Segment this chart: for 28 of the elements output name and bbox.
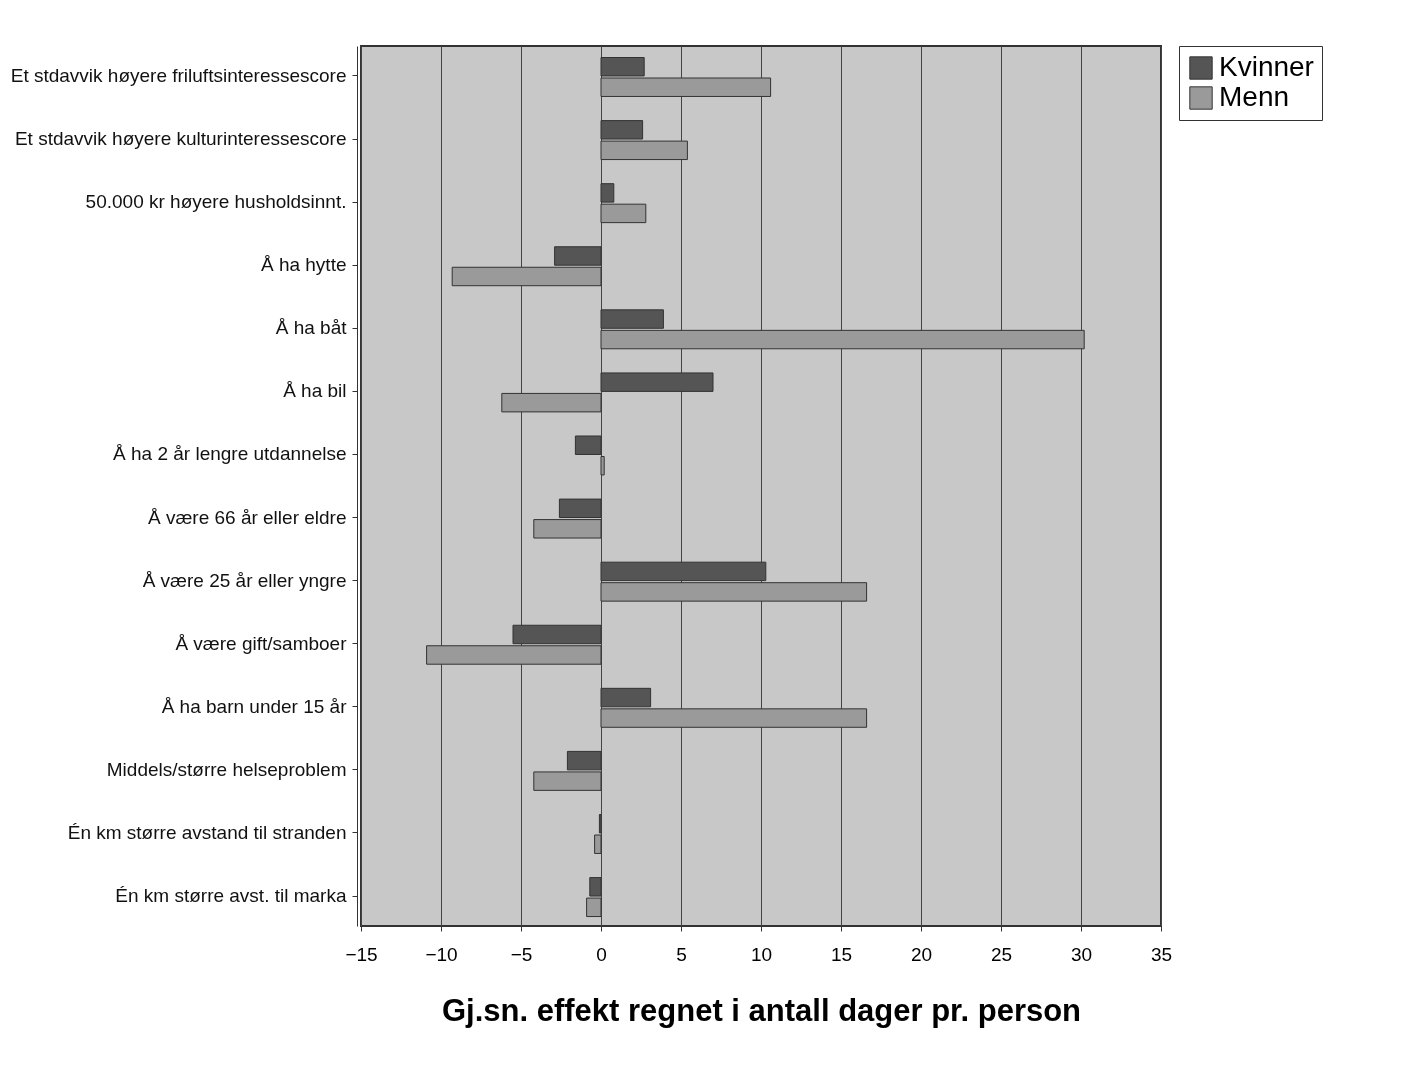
y-tick-label: Å ha 2 år lengre utdannelse: [113, 443, 347, 465]
y-tick-label: Å ha barn under 15 år: [161, 695, 348, 717]
x-tick-label: 30: [1070, 943, 1093, 965]
y-tick-label: Å ha båt: [275, 317, 348, 339]
y-tick-label: Middels/større helseproblem: [106, 758, 347, 780]
x-tick-label: 5: [676, 943, 687, 965]
x-tick-label: 20: [910, 943, 933, 965]
x-axis-title: Gj.sn. effekt regnet i antall dager pr. person: [441, 992, 1082, 1028]
legend-label: Menn: [1219, 81, 1290, 112]
y-tick-label: Én km større avstand til stranden: [67, 821, 347, 843]
x-tick-label: −5: [510, 943, 533, 965]
x-tick-label: 10: [750, 943, 773, 965]
y-tick-label: Å være 25 år eller yngre: [142, 569, 347, 591]
y-tick-label: Å ha bil: [283, 380, 347, 402]
x-tick-label: 15: [830, 943, 853, 965]
y-tick-label: Et stdavvik høyere friluftsinteressescore: [10, 64, 347, 86]
legend-label: Kvinner: [1219, 51, 1314, 82]
y-tick-label: Å være gift/samboer: [175, 632, 348, 654]
y-tick-label: Et stdavvik høyere kulturinteressescore: [14, 128, 347, 150]
x-tick-label: −10: [425, 943, 458, 965]
y-tick-label: 50.000 kr høyere husholdsinnt.: [85, 191, 347, 213]
x-tick-label: 35: [1150, 943, 1173, 965]
x-tick-label: 0: [596, 943, 607, 965]
y-tick-label: Én km større avst. til marka: [115, 885, 347, 907]
x-tick-label: −15: [345, 943, 378, 965]
y-tick-label: Å være 66 år eller eldre: [147, 506, 347, 528]
y-tick-label: Å ha hytte: [260, 254, 347, 276]
x-tick-label: 25: [990, 943, 1013, 965]
